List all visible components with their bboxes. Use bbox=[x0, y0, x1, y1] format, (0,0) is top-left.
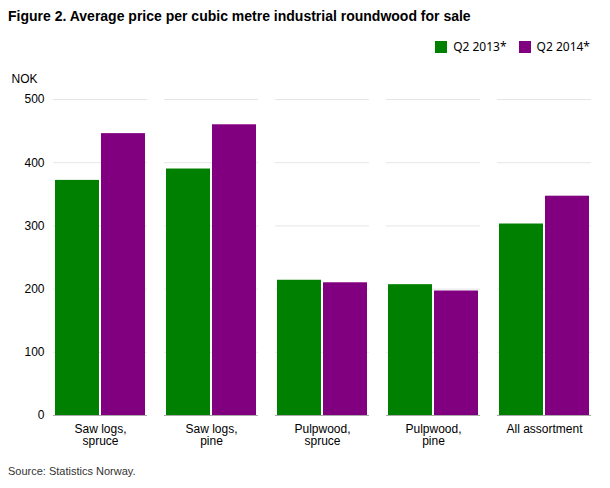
svg-text:Saw logs,pine: Saw logs,pine bbox=[185, 422, 237, 448]
svg-text:100: 100 bbox=[24, 345, 44, 359]
html-text:Source: Statistics Norway.: Source: Statistics Norway. bbox=[8, 465, 136, 477]
svg-text:Pulpwood,pine: Pulpwood,pine bbox=[405, 422, 461, 448]
svg-text:0: 0 bbox=[38, 408, 45, 422]
svg-text:NOK: NOK bbox=[12, 72, 38, 86]
svg-text:400: 400 bbox=[24, 156, 44, 170]
svg-text:500: 500 bbox=[24, 92, 44, 106]
svg-text:All assortment: All assortment bbox=[506, 422, 583, 436]
html-text:Q2 2014*: Q2 2014* bbox=[536, 38, 590, 55]
html-text:Q2 2013*: Q2 2013* bbox=[453, 38, 507, 55]
svg-text:Saw logs,spruce: Saw logs,spruce bbox=[74, 422, 126, 448]
svg-text:Pulpwood,spruce: Pulpwood,spruce bbox=[294, 422, 350, 448]
svg-text:300: 300 bbox=[24, 219, 44, 233]
svg-text:200: 200 bbox=[24, 282, 44, 296]
html-text:Figure 2. Average price per cu: Figure 2. Average price per cubic metre … bbox=[8, 8, 471, 24]
